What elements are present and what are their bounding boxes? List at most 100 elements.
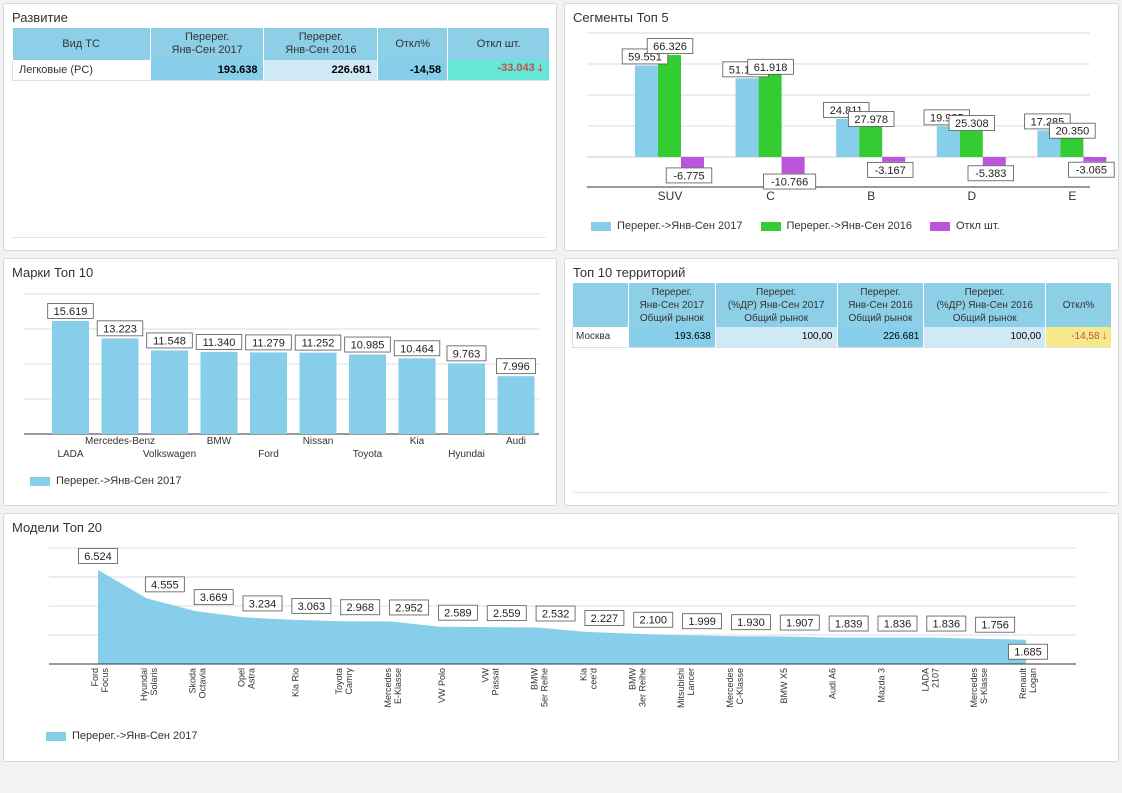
data-label-box (967, 165, 1014, 182)
data-label: -3.167 (875, 165, 906, 177)
data-label-box (195, 334, 243, 350)
segments-legend: Перерег.->Янв-Сен 2017 Перерег.->Янв-Сен… (591, 220, 1000, 232)
data-label-box (144, 576, 185, 593)
data-label: 3.234 (249, 598, 277, 610)
data-label-box (1008, 643, 1048, 660)
data-label: 66.326 (653, 41, 687, 53)
bar (299, 352, 337, 434)
data-label: 4.555 (151, 579, 179, 591)
panel-divider (573, 492, 1108, 493)
data-label-box (975, 616, 1016, 633)
x-tick-label: B (867, 189, 875, 203)
bar (101, 338, 139, 434)
legend-label: Перерег.->Янв-Сен 2017 (56, 475, 182, 487)
data-label: 10.464 (400, 343, 434, 355)
tick-line: Kia (578, 668, 588, 681)
tick-line: Renault (1018, 668, 1028, 700)
panel-title: Сегменты Топ 5 (573, 10, 669, 25)
bar (250, 352, 287, 434)
data-label: 1.685 (1014, 647, 1042, 659)
data-label: 11.252 (302, 338, 335, 350)
brands-chart: 15.619 LADA 13.223 Mercedes-Benz 11.548 Volks… (24, 293, 539, 460)
data-label: -10.766 (771, 177, 808, 189)
data-label: 7.996 (502, 361, 530, 373)
bar (882, 157, 906, 162)
col-header[interactable]: Вид ТС (12, 28, 151, 60)
tick-line: Focus (100, 668, 110, 693)
tick-line: Skoda (188, 668, 198, 694)
razvitie-table: Вид ТС Перерег. Янв-Сен 2017 Перерег. Ян… (12, 28, 550, 81)
col-header[interactable]: Перерег. Янв-Сен 2016 Общий рынок (837, 283, 925, 327)
col-header[interactable]: Перерег. Янв-Сен 2017 (150, 28, 265, 60)
data-label: 9.763 (453, 348, 481, 360)
data-label-box (747, 58, 794, 75)
bar (349, 354, 386, 434)
col-header[interactable]: Откл% (377, 28, 449, 60)
col-header[interactable]: Перерег. Янв-Сен 2017 Общий рынок (628, 283, 716, 327)
legend-label: Перерег.->Янв-Сен 2017 (617, 220, 743, 232)
bar (635, 65, 658, 157)
cell-2017: 193.638 (150, 60, 265, 80)
bar (982, 157, 1006, 166)
tick-line: Passat (491, 668, 501, 696)
panel-divider (12, 237, 546, 238)
data-label: 13.223 (103, 323, 137, 335)
data-label-box (584, 610, 625, 626)
tick-line: C-Klasse (735, 668, 745, 705)
x-tick-label: MercedesC-Klasse (725, 668, 745, 708)
data-label-box (665, 167, 713, 184)
territories-table: Перерег. Янв-Сен 2017 Общий рынок Перере… (572, 283, 1112, 348)
x-tick-label: Ford (258, 449, 279, 460)
data-label-box (763, 173, 817, 190)
legend-label: Перерег.->Янв-Сен 2016 (786, 220, 913, 232)
col-header[interactable] (572, 283, 629, 327)
bar (398, 358, 436, 434)
tick-line: S-Klasse (979, 668, 989, 704)
legend-swatch (591, 221, 611, 231)
col-header[interactable]: Перерег. Янв-Сен 2016 (263, 28, 379, 60)
cell-2016: 226.681 (837, 327, 925, 347)
panel-title: Марки Топ 10 (12, 265, 94, 280)
table-row[interactable]: Легковые (PC) 193.638 226.681 -14,58 -33… (12, 60, 550, 80)
models-chart: 6.524 FordFocus 4.555 HyundaiSolaris 3.669 Sk… (49, 547, 1076, 708)
data-label: 1.907 (786, 617, 814, 629)
data-label-box (633, 611, 674, 628)
x-tick-label: Nissan (303, 436, 334, 447)
col-header[interactable]: Перерег. (%ДР) Янв-Сен 2016 Общий рынок (923, 283, 1047, 327)
data-label-box (926, 615, 967, 632)
col-header[interactable]: Перерег. (%ДР) Янв-Сен 2017 Общий рынок (715, 283, 838, 327)
tick-line: Mercedes (969, 668, 979, 708)
tick-line: BMW (627, 668, 637, 691)
data-label: 1.999 (688, 616, 716, 628)
panel-title: Топ 10 территорий (573, 265, 686, 280)
cell-pct: -14,58 🡓 (1045, 327, 1112, 347)
legend-swatch (30, 476, 50, 486)
x-tick-label: Hyundai (448, 449, 485, 460)
tick-line: Camry (344, 668, 354, 695)
x-tick-label: MitsubishiLancer (676, 668, 696, 708)
col-header[interactable]: Откл шт. (447, 28, 550, 60)
x-tick-label: D (967, 189, 976, 203)
data-label-box (1068, 161, 1115, 178)
bar (497, 376, 535, 434)
x-tick-label: BMW X5 (779, 668, 789, 704)
tick-line: Hyundai (139, 668, 149, 701)
cell-2017: 193.638 (628, 327, 716, 347)
data-label: 17.285 (1031, 116, 1065, 128)
data-label-box (877, 615, 918, 632)
x-tick-label: OpelAstra (237, 668, 257, 689)
tick-line: VW Polo (437, 668, 447, 703)
x-tick-label: LADA2107 (920, 668, 940, 692)
data-label-box (146, 332, 193, 349)
data-label-box (245, 334, 292, 351)
x-tick-label: E (1068, 189, 1076, 203)
table-row[interactable]: Москва 193.638 100,00 226.681 100,00 -14… (572, 327, 1112, 347)
col-header[interactable]: Откл% (1045, 283, 1112, 327)
tick-line: Octavia (198, 668, 208, 699)
data-label: 27.978 (854, 114, 888, 126)
tick-line: Kia Rio (290, 668, 300, 697)
x-tick-label: Toyota (353, 449, 383, 460)
x-tick-label: Audi (506, 436, 526, 447)
row-name: Легковые (PC) (12, 60, 151, 80)
bar (658, 55, 681, 157)
